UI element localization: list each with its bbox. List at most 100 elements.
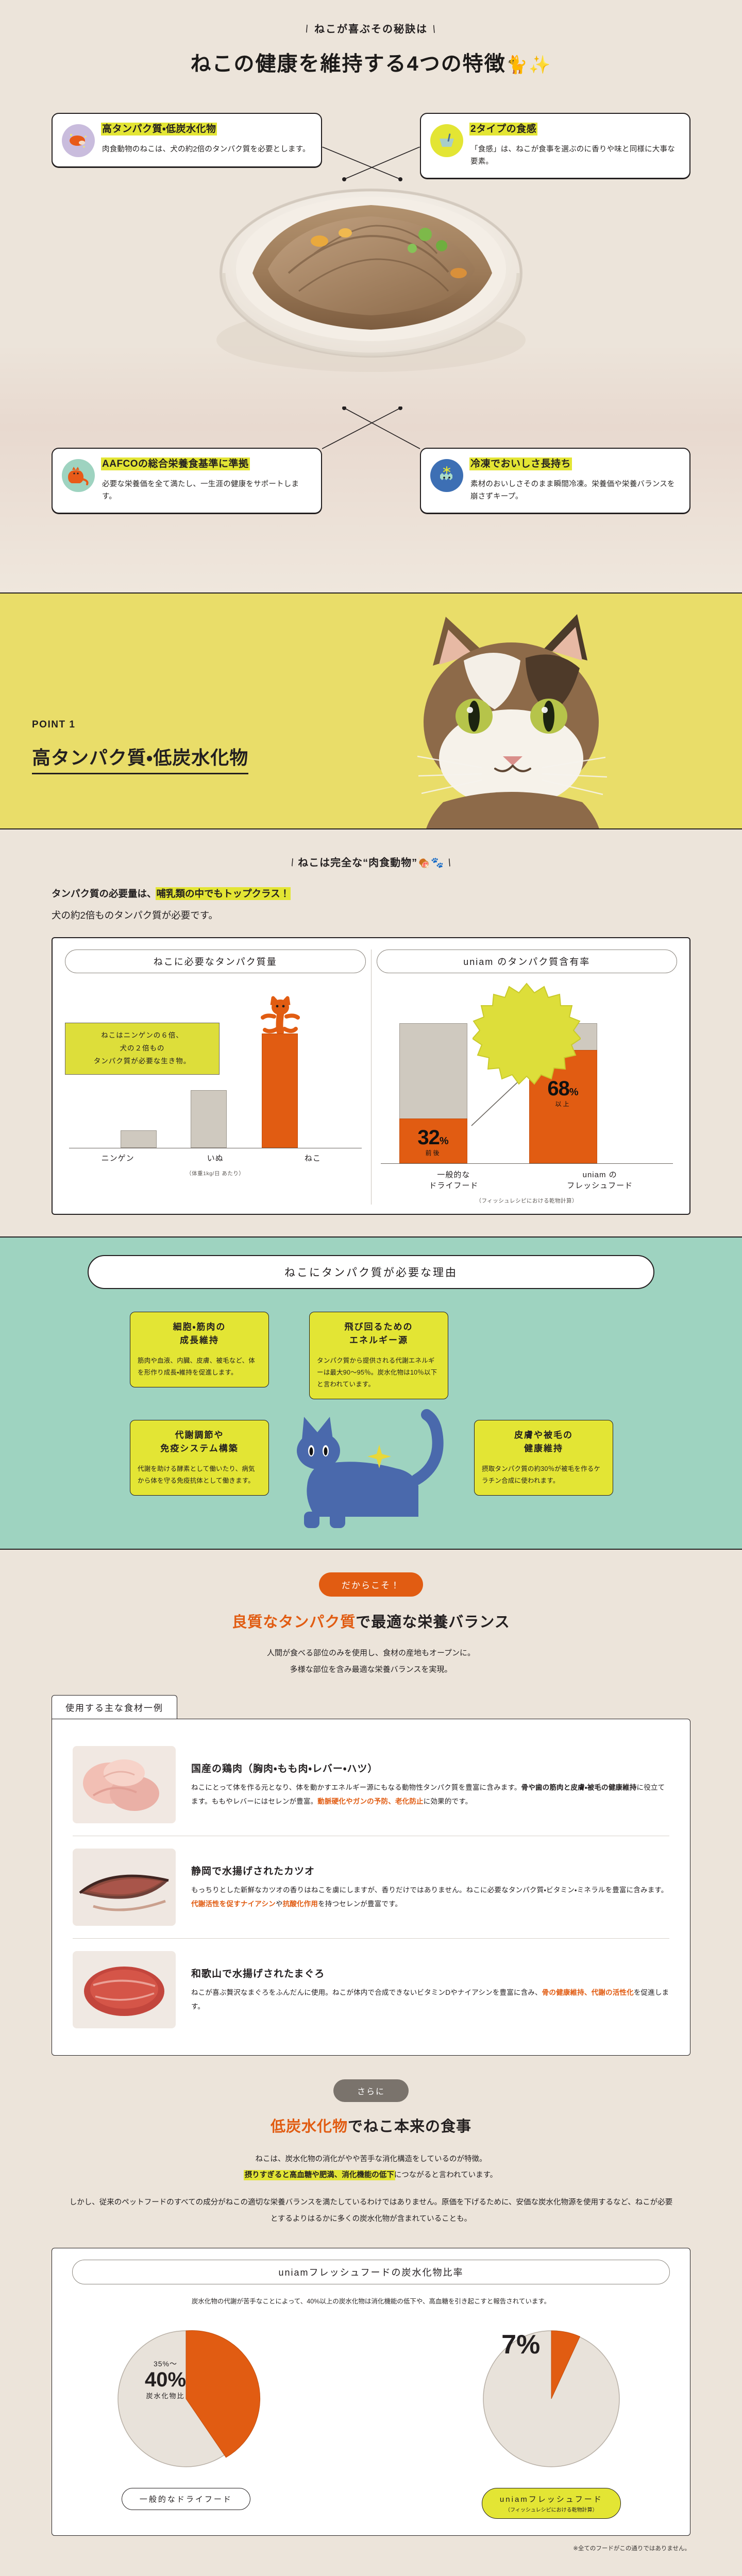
lowcarb-title: 低炭水化物でねこ本来の食事 — [0, 2114, 742, 2136]
feature-card-aafco: AAFCOの総合栄養食基準に準拠 必要な栄養価を全て満たし、一生涯の健康をサポー… — [52, 448, 322, 514]
stackbar-dry-food: 32% 前後 — [399, 1023, 467, 1163]
dakarakoso-body-1: 人間が食べる部位のみを使用し、食材の産地もオープンに。 — [266, 1649, 476, 1658]
dakarakoso-title-orange: 良質なタンパク質 — [232, 1614, 356, 1631]
slash-right: / — [446, 857, 453, 869]
pie-fresh-food — [483, 2330, 620, 2467]
value-percent-dry: % — [439, 1135, 449, 1147]
stack-protein-dry: 32% 前後 — [399, 1118, 467, 1163]
chart-protein-requirement: ねこに必要なタンパク質量 ねこはニンゲンの６倍、 犬の２倍もの タンパク質が必要… — [60, 950, 371, 1205]
cat-photo — [350, 594, 742, 828]
dakarakoso-section: だからこそ！ 良質なタンパク質で最適な栄養バランス 人間が食べる部位のみを使用し… — [0, 1550, 742, 1678]
x-axis-right — [380, 1163, 673, 1164]
cat-icon — [62, 459, 95, 492]
carb-pie-panel: uniamフレッシュフードの炭水化物比率 炭水化物の代謝が苦手なことによって、4… — [52, 2247, 690, 2536]
pie-fresh-value: 7% — [490, 2329, 552, 2360]
feature-cards: 高タンパク質・低炭水化物 肉食動物のねこは、犬の約2倍のタンパク質を必要とします… — [52, 97, 690, 540]
bar-dog — [191, 1090, 227, 1148]
value-number-fresh: 68 — [547, 1077, 569, 1100]
card-text: 素材のおいしさそのまま瞬間冷凍。栄養価や栄養バランスを崩さずキープ。 — [470, 480, 675, 501]
stack-remainder-dry — [399, 1023, 467, 1118]
reason-desc: 代謝を助ける酵素として働いたり、病気から体を守る免疫抗体として働きます。 — [138, 1465, 255, 1484]
protein-charts-panel: ねこに必要なタンパク質量 ねこはニンゲンの６倍、 犬の２倍もの タンパク質が必要… — [52, 937, 690, 1215]
pie-dry-caption: 炭水化物比 — [146, 2392, 185, 2400]
ingredients-heading: 使用する主な食材一例 — [52, 1695, 177, 1719]
bowl-icon — [430, 124, 463, 157]
chicken-photo — [73, 1746, 176, 1824]
x-label-fresh: uniam のフレッシュフード — [567, 1171, 633, 1191]
dakarakoso-title: 良質なタンパク質で最適な栄養バランス — [0, 1610, 742, 1632]
x-label-dry: 一般的な ドライフード — [429, 1171, 479, 1191]
lowcarb-p1a: ねこは、炭水化物の消化がやや苦手な消化構造をしているのが特徴。 — [255, 2155, 487, 2164]
value-number-dry: 32 — [417, 1126, 440, 1149]
lowcarb-p1b: につながると言われています。 — [394, 2171, 498, 2180]
annotation-line-3: タンパク質が必要な生き物。 — [93, 1057, 191, 1065]
desc-part: を促進します。 — [191, 1989, 669, 2010]
hero-section: \ ねこが喜ぶその秘訣は / ねこの健康を維持する4つの特徴🐈✨ — [0, 0, 742, 592]
katsuo-photo — [73, 1849, 176, 1926]
chart-footnote-right: （フィッシュレシピにおける乾物計算） — [476, 1198, 578, 1205]
lowcarb-section: さらに 低炭水化物でねこ本来の食事 ねこは、炭水化物の消化がやや苦手な消化構造を… — [0, 2056, 742, 2227]
reason-box-energy: 飛び回るための エネルギー源 タンパク質から提供される代謝エネルギーは最大90〜9… — [309, 1312, 448, 1400]
slash-left: \ — [303, 23, 311, 36]
hero-title: ねこの健康を維持する4つの特徴🐈✨ — [0, 47, 742, 77]
desc-part-orange: 抗酸化作用 — [282, 1900, 318, 1908]
reason-title: 代謝調節や 免疫システム構築 — [160, 1430, 239, 1454]
card-title: 冷凍でおいしさ長持ち — [470, 459, 571, 469]
ingredient-row-katsuo: 静岡で水揚げされたカツオ もっちりとした新鮮なカツオの香りはねこを虜にしますが、… — [73, 1836, 669, 1938]
card-text: 肉食動物のねこは、犬の約2倍のタンパク質を必要とします。 — [102, 145, 310, 154]
feature-card-frozen: 冷凍でおいしさ長持ち 素材のおいしさそのまま瞬間冷凍。栄養価や栄養バランスを崩さ… — [420, 448, 690, 514]
chart-annotation-left: ねこはニンゲンの６倍、 犬の２倍もの タンパク質が必要な生き物。 — [65, 1023, 220, 1075]
ingredient-row-maguro: 和歌山で水揚げされたまぐろ ねこが喜ぶ贅沢なまぐろをふんだんに使用。ねこが体内で… — [73, 1938, 669, 2041]
bar-cat — [262, 1033, 298, 1148]
pie-col-fresh: 7% uniamフレッシュフード （フィッシュレシピにおける乾物計算） — [413, 2321, 690, 2519]
desc-part: に役立てます。ももやレバーにはセレンが豊富。 — [191, 1784, 665, 1805]
carnivore-kicker-text: ねこは完全な“肉食動物” — [298, 857, 418, 869]
feature-card-two-textures: 2タイプの食感 「食感」は、ねこが食事を選ぶのに香りや味と同様に大事な要素。 — [420, 113, 690, 179]
lowcarb-title-rest: でねこ本来の食事 — [348, 2119, 472, 2136]
dakarakoso-body: 人間が食べる部位のみを使用し、食材の産地もオープンに。 多様な部位を含み最適な栄… — [0, 1645, 742, 1677]
ingredient-title: 静岡で水揚げされたカツオ — [191, 1866, 315, 1877]
pie-dry-food — [117, 2330, 260, 2467]
pie-fresh-main: 7% — [501, 2329, 541, 2360]
pie-fresh-label-sub: （フィッシュレシピにおける乾物計算） — [505, 2507, 598, 2513]
pie-dry-prefix: 35%〜 — [153, 2359, 178, 2368]
dakarakoso-body-2: 多様な部位を含み最適な栄養バランスを実現。 — [290, 1665, 452, 1674]
card-title: AAFCOの総合栄養食基準に準拠 — [102, 459, 249, 469]
ingredient-desc: ねこが喜ぶ贅沢なまぐろをふんだんに使用。ねこが体内で合成できないビタミンDやナイ… — [191, 1986, 669, 2013]
point1-band: POINT 1 高タンパク質・低炭水化物 — [0, 592, 742, 829]
sarani-pill: さらに — [333, 2079, 409, 2103]
reason-box-growth: 細胞・筋肉の 成長維持 筋肉や血液、内臓、皮膚、被毛など、体を形作り成長・維持を促… — [130, 1312, 269, 1388]
slash-left: \ — [289, 857, 296, 869]
blue-cat-illustration — [297, 1409, 444, 1529]
lowcarb-body: ねこは、炭水化物の消化がやや苦手な消化構造をしているのが特徴。 摂りすぎると高血… — [67, 2151, 675, 2227]
x-label-cat: ねこ — [304, 1154, 321, 1163]
pie-fresh-label-text: uniamフレッシュフード — [499, 2495, 603, 2504]
chart-title-left: ねこに必要なタンパク質量 — [65, 950, 366, 974]
reasons-heading: ねこにタンパク質が必要な理由 — [88, 1255, 654, 1290]
dakarakoso-title-rest: で最適な栄養バランス — [356, 1614, 510, 1631]
x-label-dog: いぬ — [207, 1154, 224, 1163]
desc-part: ねこにとって体を作る元となり、体を動かすエネルギー源にもなる動物性タンパク質を豊… — [191, 1784, 521, 1792]
pie-fresh-label: uniamフレッシュフード （フィッシュレシピにおける乾物計算） — [481, 2487, 621, 2519]
ingredients-section: 使用する主な食材一例 国産の鶏肉（胸肉・もも肉・レバー・ハツ） — [52, 1695, 690, 2056]
reason-desc: 筋肉や血液、内臓、皮膚、被毛など、体を形作り成長・維持を促進します。 — [138, 1357, 255, 1376]
hero-subtitle-text: ねこが喜ぶその秘訣は — [314, 24, 428, 35]
meat-icon — [62, 124, 95, 157]
x-label-human: ニンゲン — [101, 1154, 134, 1163]
leader-line-2 — [342, 147, 420, 181]
lowcarb-paragraph-1: ねこは、炭水化物の消化がやや苦手な消化構造をしているのが特徴。 摂りすぎると高血… — [67, 2151, 675, 2183]
chart-footnote-left: （体重1kg/日 あたり） — [186, 1171, 245, 1177]
snowflake-icon — [430, 459, 463, 492]
annotation-line-1: ねこはニンゲンの６倍、 — [101, 1031, 183, 1040]
pie-charts: 35%〜 40% 炭水化物比 一般的なドライフード 7% — [52, 2321, 690, 2519]
ingredient-row-chicken: 国産の鶏肉（胸肉・もも肉・レバー・ハツ） ねこにとって体を作る元となり、体を動か… — [73, 1734, 669, 1836]
value-label-fresh: 68% 以上 — [530, 1077, 597, 1108]
point1-label: POINT 1 — [32, 719, 76, 730]
ingredient-title: 国産の鶏肉（胸肉・もも肉・レバー・ハツ） — [191, 1764, 378, 1775]
orange-cat-icon — [261, 996, 300, 1041]
bar-human — [121, 1130, 157, 1148]
desc-part-bold: 骨や歯の筋肉と皮膚・被毛の健康維持 — [521, 1784, 637, 1792]
carnivore-lead2: 犬の約2倍ものタンパク質が必要です。 — [52, 910, 218, 921]
card-title: 高タンパク質・低炭水化物 — [102, 124, 216, 134]
